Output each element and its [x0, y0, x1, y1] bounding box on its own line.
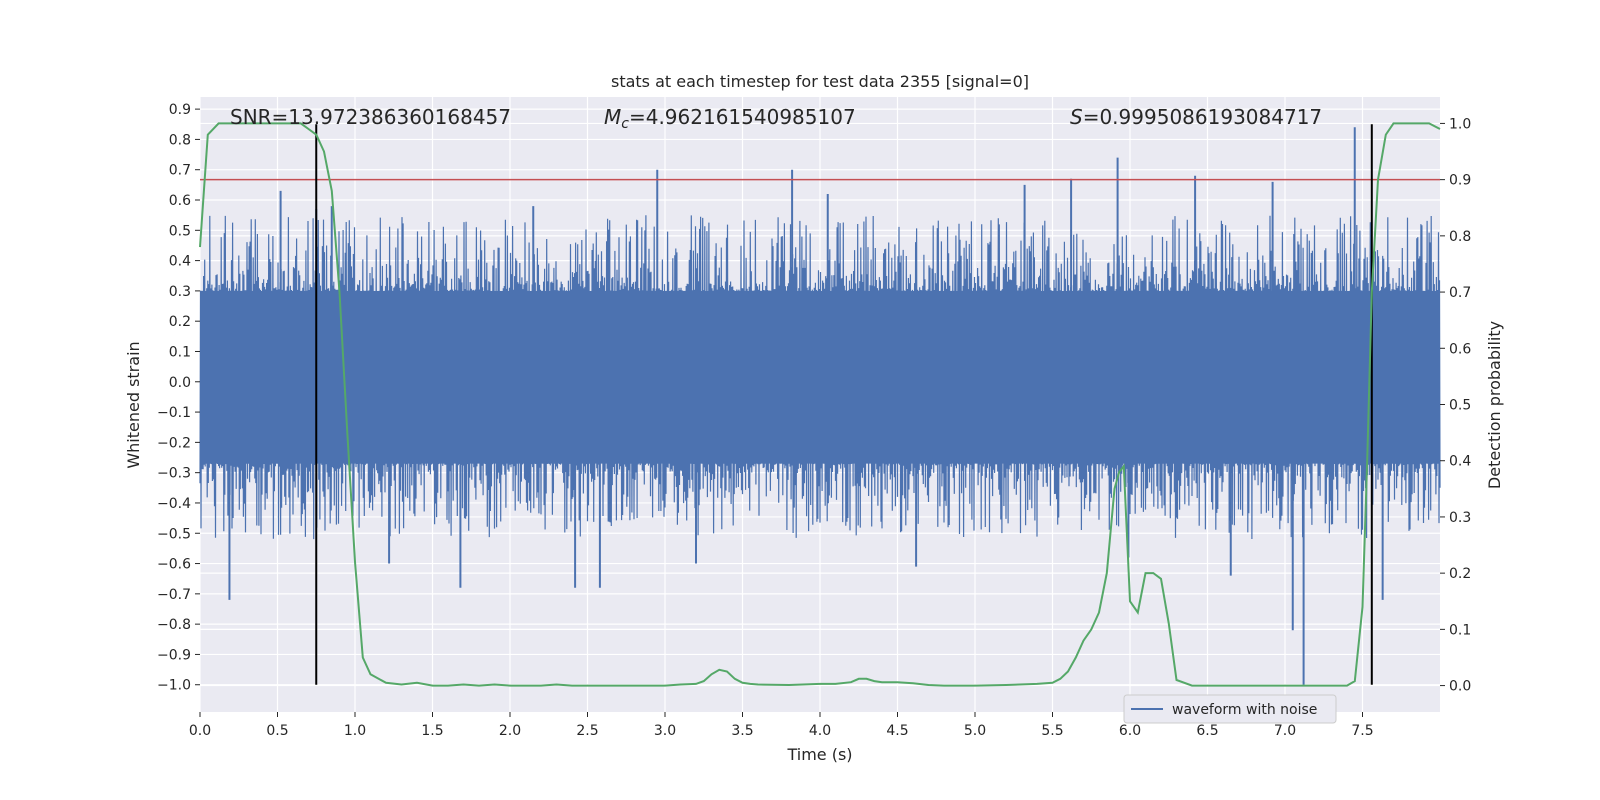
x-tick-label: 6.5 [1196, 723, 1218, 739]
y2-ticks: 1.0 0.9 0.8 0.7 0.6 0.5 0.4 0.3 0.2 0.1 0.0 [1440, 116, 1471, 695]
x-tick-label: 7.0 [1274, 723, 1296, 739]
y-ticks: 0.9 0.8 0.7 0.6 0.5 0.4 0.3 0.2 0.1 0.0 −0.1 −0.2 −0… [157, 102, 200, 694]
legend-label-waveform: waveform with noise [1172, 702, 1317, 718]
y-tick-label: −0.8 [157, 617, 191, 633]
y2-tick-label: 0.9 [1449, 173, 1471, 189]
y-tick-label: −0.5 [157, 526, 191, 542]
y-tick-label: 0.7 [169, 163, 191, 179]
series-detection-probability [199, 122, 1441, 687]
y-tick-label: 0.5 [169, 223, 191, 239]
chart-title: stats at each timestep for test data 235… [611, 72, 1029, 91]
y2-tick-label: 0.8 [1449, 229, 1471, 245]
x-tick-label: 4.0 [809, 723, 831, 739]
vlines [315, 124, 1373, 685]
x-tick-label: 3.0 [654, 723, 676, 739]
y-tick-label: 0.6 [169, 193, 191, 209]
y2-tick-label: 0.6 [1449, 341, 1471, 357]
x-tick-label: 5.5 [1041, 723, 1063, 739]
y-tick-label: −0.9 [157, 647, 191, 663]
y-axis-label: Whitened strain [124, 341, 143, 468]
y2-tick-label: 1.0 [1449, 116, 1471, 132]
y-tick-label: −1.0 [157, 678, 191, 694]
y-tick-label: −0.7 [157, 587, 191, 603]
x-tick-label: 2.5 [576, 723, 598, 739]
x-tick-label: 2.0 [499, 723, 521, 739]
s-annotation: S=0.9995086193084717 [1070, 105, 1322, 129]
y2-axis-label: Detection probability [1485, 321, 1504, 489]
y-tick-label: 0.0 [169, 375, 191, 391]
snr-annotation: SNR=13.972386360168457 [230, 105, 511, 129]
x-tick-label: 6.0 [1119, 723, 1141, 739]
y-tick-label: 0.1 [169, 344, 191, 360]
waveform-peaks [228, 127, 1384, 685]
x-tick-label: 0.0 [189, 723, 211, 739]
y-tick-label: 0.2 [169, 314, 191, 330]
y-tick-label: −0.1 [157, 405, 191, 421]
y2-tick-label: 0.2 [1449, 566, 1471, 582]
mc-annotation: Mc=4.962161540985107 [604, 105, 856, 132]
y-tick-label: −0.2 [157, 435, 191, 451]
legend: waveform with noise [1123, 694, 1337, 724]
legend-box [1123, 694, 1337, 724]
y2-tick-label: 0.3 [1449, 510, 1471, 526]
y-tick-label: 0.9 [169, 102, 191, 118]
x-tick-label: 1.5 [421, 723, 443, 739]
y2-tick-label: 0.7 [1449, 285, 1471, 301]
x-tick-label: 0.5 [266, 723, 288, 739]
y-tick-label: 0.4 [169, 254, 191, 270]
y2-tick-label: 0.0 [1449, 679, 1471, 695]
x-tick-label: 1.0 [344, 723, 366, 739]
plot-area [199, 122, 1441, 687]
y-tick-label: −0.4 [157, 496, 191, 512]
x-tick-label: 7.5 [1351, 723, 1373, 739]
y2-tick-label: 0.1 [1449, 622, 1471, 638]
x-tick-label: 4.5 [886, 723, 908, 739]
y-tick-label: −0.3 [157, 466, 191, 482]
x-ticks: 0.0 0.5 1.0 1.5 2.0 2.5 3.0 3.5 4.0 4.5 5.0 5.5 6.0 6… [189, 712, 1374, 739]
x-tick-label: 5.0 [964, 723, 986, 739]
series-waveform [199, 215, 1441, 540]
y-tick-label: 0.8 [169, 132, 191, 148]
x-tick-label: 3.5 [731, 723, 753, 739]
y-tick-label: 0.3 [169, 284, 191, 300]
y-tick-label: −0.6 [157, 557, 191, 573]
y2-tick-label: 0.4 [1449, 454, 1471, 470]
x-axis-label: Time (s) [786, 745, 852, 764]
y2-tick-label: 0.5 [1449, 398, 1471, 414]
